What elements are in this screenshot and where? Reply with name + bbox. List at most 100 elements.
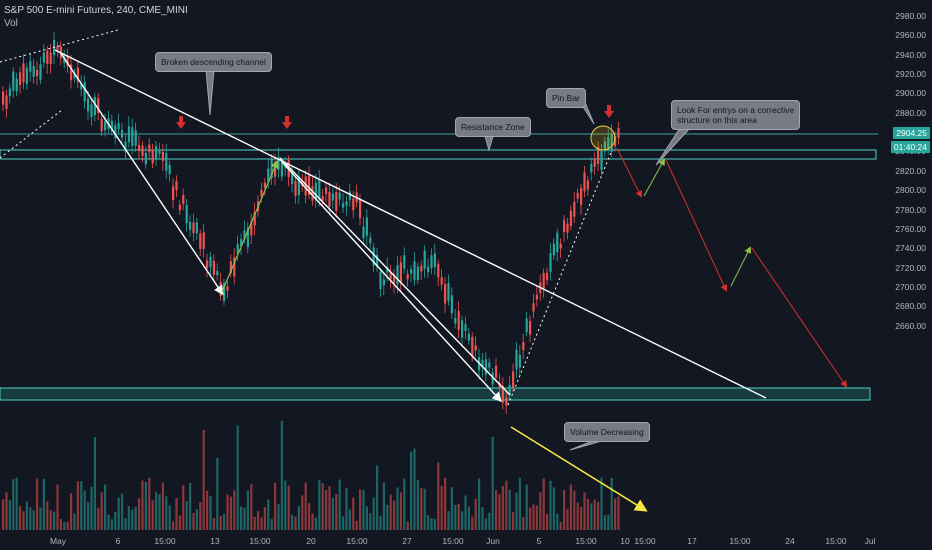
price-tick: 2780.00	[895, 204, 926, 215]
candle-body	[161, 151, 164, 161]
candle-body	[474, 345, 477, 351]
volume-bar	[535, 505, 538, 530]
volume-bar	[369, 513, 372, 530]
support-zone[interactable]	[0, 387, 871, 401]
candle-body	[614, 136, 617, 147]
volume-layer	[2, 420, 620, 530]
arrow-green-proj-2[interactable]	[730, 246, 751, 287]
volume-bar	[532, 504, 535, 530]
candle-body	[165, 153, 168, 171]
candle-body	[399, 262, 402, 283]
volume-bar	[42, 478, 45, 530]
volume-bar	[80, 481, 83, 530]
candle-body	[260, 189, 263, 197]
volume-bar	[59, 519, 62, 530]
time-tick: 15:00	[346, 536, 368, 546]
volume-bar	[556, 513, 559, 530]
price-axis[interactable]: 2980.00 2960.00 2940.00 2920.00 2900.00 2880.…	[878, 0, 932, 532]
volume-bar	[131, 509, 134, 530]
arrow-volume-decreasing[interactable]	[510, 426, 648, 512]
volume-bar	[155, 492, 158, 530]
volume-bar	[416, 479, 419, 530]
volume-bar	[294, 516, 297, 530]
callout-pointer-volume	[569, 439, 606, 451]
candle-body	[243, 230, 246, 240]
candle-body	[206, 260, 209, 269]
candle-body	[515, 349, 518, 370]
dotted-channel-upper[interactable]	[0, 29, 119, 63]
callout-volume[interactable]: Volume Decreasing	[564, 422, 650, 442]
arrow-red-proj-3[interactable]	[751, 247, 848, 388]
candle-body	[559, 243, 562, 249]
time-axis[interactable]: May 6 15:00 13 15:00 20 15:00 27 15:00 Jun 5 15:00 1…	[0, 532, 880, 550]
volume-bar	[148, 478, 151, 530]
dotted-channel-lower[interactable]	[0, 109, 63, 159]
arrow-red-proj-2[interactable]	[665, 159, 728, 292]
volume-bar	[124, 518, 127, 530]
candle-body	[593, 159, 596, 167]
volume-bar	[593, 499, 596, 530]
candle-body	[430, 255, 433, 268]
resistance-zone[interactable]	[0, 149, 877, 160]
volume-bar	[93, 437, 96, 530]
volume-bar	[573, 490, 576, 530]
chart-legend: S&P 500 E-mini Futures, 240, CME_MINI Vo…	[4, 4, 188, 30]
time-tick: 13	[210, 536, 220, 546]
volume-bar	[430, 518, 433, 530]
volume-bar	[491, 436, 494, 530]
callout-resistance[interactable]: Resistance Zone	[455, 117, 531, 137]
candle-body	[590, 163, 593, 173]
dotted-trend-up[interactable]	[507, 149, 613, 406]
candles-layer	[2, 31, 620, 415]
callout-pin-bar[interactable]: Pin Bar	[546, 88, 586, 108]
candle-body	[87, 98, 90, 112]
candle-body	[518, 354, 521, 368]
candle-body	[549, 253, 552, 272]
candle-body	[250, 222, 253, 236]
candle-body	[229, 261, 232, 273]
candle-body	[365, 217, 368, 236]
volume-bar	[134, 506, 137, 530]
volume-bar	[277, 504, 280, 530]
candle-body	[83, 82, 86, 102]
callout-channel[interactable]: Broken descending channel	[155, 52, 272, 72]
volume-bar	[56, 484, 59, 530]
volume-bar	[359, 489, 362, 530]
candle-body	[525, 318, 528, 333]
arrow-green-proj-1[interactable]	[643, 158, 665, 197]
candle-body	[100, 118, 103, 132]
candle-body	[450, 295, 453, 314]
candle-body	[209, 256, 212, 268]
candle-body	[134, 130, 137, 146]
time-tick: 20	[306, 536, 316, 546]
volume-bar	[304, 482, 307, 530]
candle-body	[464, 324, 467, 331]
arrow-red-proj-1[interactable]	[616, 147, 642, 198]
candle-body	[2, 91, 5, 105]
volume-bar	[325, 490, 328, 530]
callout-entries[interactable]: Look For entrys on a corrective structur…	[671, 100, 801, 130]
arrow-green-up-1[interactable]	[221, 159, 279, 293]
price-tick: 2700.00	[895, 281, 926, 292]
red-arrow-marker-2	[282, 116, 292, 129]
trendline-lower[interactable]	[279, 157, 511, 396]
symbol-title[interactable]: S&P 500 E-mini Futures, 240, CME_MINI	[4, 5, 188, 16]
price-chart[interactable]	[0, 0, 878, 532]
volume-bar	[515, 492, 518, 530]
candle-body	[93, 96, 96, 116]
pin-bar-highlight[interactable]	[590, 125, 616, 151]
arrow-white-down-2[interactable]	[281, 161, 502, 403]
candle-body	[556, 232, 559, 253]
candle-body	[274, 162, 277, 177]
trendline-upper[interactable]	[54, 49, 767, 399]
volume-bar	[529, 507, 532, 530]
volume-indicator-label[interactable]: Vol	[4, 18, 18, 29]
arrow-white-down-1[interactable]	[59, 51, 224, 296]
volume-bar	[461, 511, 464, 530]
volume-bar	[233, 490, 236, 530]
candle-body	[110, 120, 113, 132]
volume-bar	[250, 484, 253, 530]
time-tick: 15:00	[442, 536, 464, 546]
volume-bar	[297, 506, 300, 530]
